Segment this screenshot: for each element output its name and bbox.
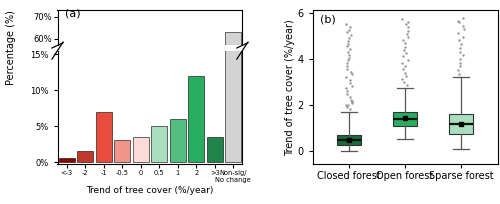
Bar <box>188 144 204 171</box>
Bar <box>226 32 241 171</box>
Bar <box>114 164 130 171</box>
Bar <box>207 163 222 171</box>
Bar <box>394 112 417 126</box>
Bar <box>59 170 74 171</box>
Bar <box>133 137 148 162</box>
Bar <box>207 137 222 162</box>
Bar <box>338 135 361 145</box>
Bar <box>78 151 93 162</box>
Bar <box>78 167 93 171</box>
Bar <box>114 141 130 162</box>
Text: Percentage (%): Percentage (%) <box>6 11 16 85</box>
Bar <box>188 76 204 162</box>
Bar <box>96 112 112 162</box>
Bar <box>152 160 167 171</box>
Bar <box>170 119 186 162</box>
Bar <box>59 159 74 162</box>
Bar <box>226 0 241 162</box>
X-axis label: Trend of tree cover (%/year): Trend of tree cover (%/year) <box>86 186 214 195</box>
Bar <box>96 155 112 171</box>
Y-axis label: Trend of tree cover (%/year): Trend of tree cover (%/year) <box>284 19 294 156</box>
Bar <box>170 157 186 171</box>
Text: (a): (a) <box>65 9 80 19</box>
Bar <box>450 114 473 134</box>
Bar <box>133 163 148 171</box>
Text: (b): (b) <box>320 15 336 25</box>
Bar <box>152 126 167 162</box>
